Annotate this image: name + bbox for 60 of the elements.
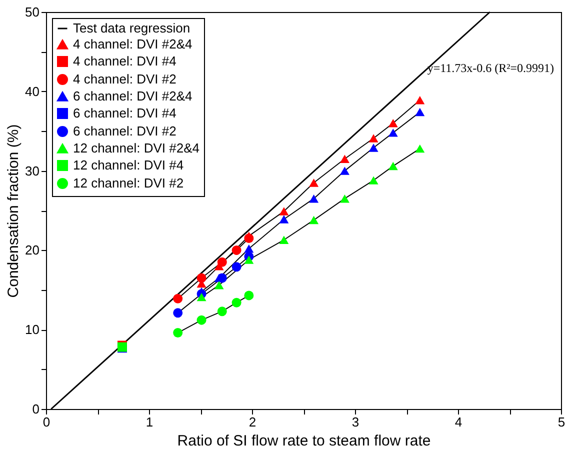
point (309, 216, 319, 224)
point (368, 134, 378, 142)
point (232, 262, 242, 272)
legend-label: 6 channel: DVI #2 (73, 124, 176, 138)
point (388, 128, 398, 137)
y-tick-label: 0 (32, 402, 40, 416)
point (279, 207, 289, 216)
point (340, 194, 350, 203)
point (244, 244, 254, 253)
point (173, 294, 183, 304)
point (196, 292, 206, 302)
legend-label: 6 channel: DVI #2&4 (73, 88, 192, 104)
point (309, 178, 319, 187)
legend-label: 12 channel: DVI #4 (73, 158, 184, 172)
legend-label: 6 channel: DVI #4 (73, 106, 176, 120)
x-tick-label: 3 (352, 414, 360, 430)
point (217, 257, 227, 267)
point (340, 166, 350, 175)
legend-label: 12 channel: DVI #2 (73, 176, 184, 190)
point (196, 315, 206, 325)
point (196, 273, 206, 283)
legend-label: 4 channel: DVI #4 (73, 54, 176, 68)
point (309, 194, 319, 203)
point (279, 236, 289, 244)
point (244, 256, 254, 264)
point (368, 144, 378, 152)
x-tick-label: 0 (42, 414, 50, 430)
point (173, 328, 183, 338)
y-tick-label: 20 (25, 242, 40, 258)
point (415, 144, 425, 153)
point (244, 290, 254, 300)
x-tick-label: 2 (248, 414, 256, 430)
point (388, 162, 398, 170)
point (232, 245, 242, 255)
point (217, 306, 227, 316)
point (173, 308, 183, 318)
legend-label: 12 channel: DVI #2&4 (73, 140, 200, 156)
point (279, 215, 289, 224)
point (368, 176, 378, 184)
y-tick-label: 40 (25, 84, 40, 99)
x-axis-title: Ratio of SI flow rate to steam flow rate (177, 432, 431, 450)
point (232, 298, 242, 308)
point (415, 96, 425, 104)
y-tick-label: 30 (25, 163, 40, 178)
y-axis-title: Condensation fraction (%) (5, 124, 22, 298)
point (217, 273, 227, 283)
y-tick-label: 50 (25, 4, 40, 20)
legend-label: 4 channel: DVI #2 (73, 72, 176, 86)
point (340, 154, 350, 163)
annotation: y=11.73x-0.6 (R²=0.9991) (427, 61, 554, 75)
x-tick-label: 4 (454, 414, 462, 430)
legend-label: Test data regression (73, 20, 190, 36)
point (415, 108, 425, 116)
point (388, 119, 398, 128)
legend-label: 4 channel: DVI #2&4 (73, 36, 192, 52)
point (214, 281, 224, 290)
point (244, 234, 254, 244)
x-tick-label: 1 (146, 414, 154, 430)
y-tick-label: 10 (25, 322, 40, 338)
x-tick-label: 5 (558, 414, 566, 430)
